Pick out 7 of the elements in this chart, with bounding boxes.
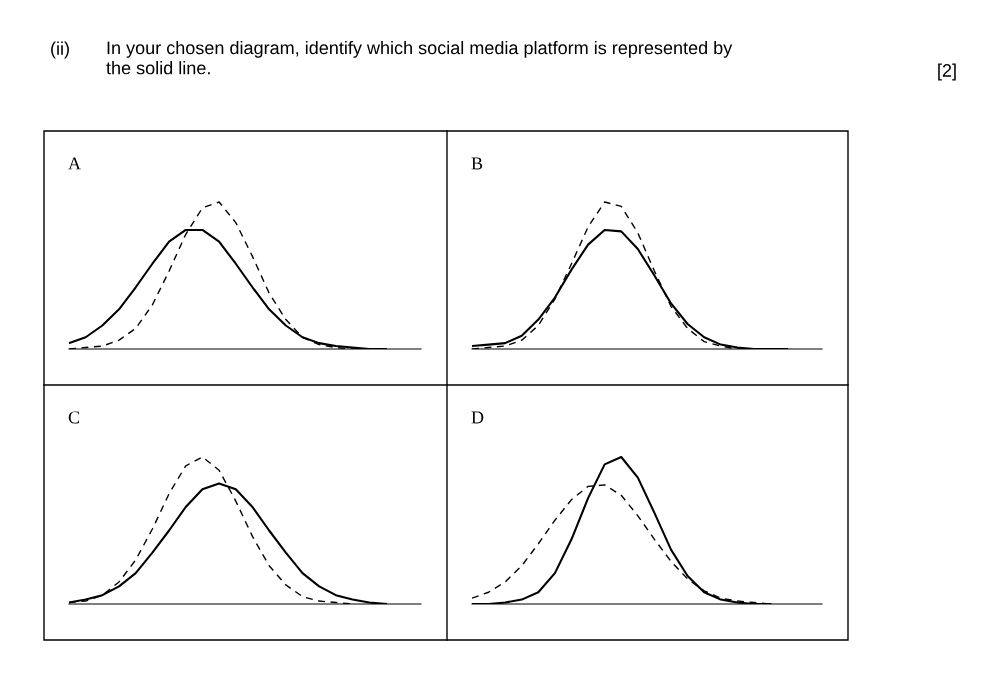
chart-title: B — [471, 157, 483, 170]
chart-title: A — [68, 157, 81, 170]
chart-title: D — [471, 411, 484, 424]
text: [2] — [938, 63, 956, 81]
chart-title: C — [68, 411, 80, 424]
text: In your chosen diagram, identify which social media platform is represented by the solid line. — [106, 41, 733, 75]
text: (ii) — [51, 41, 69, 59]
